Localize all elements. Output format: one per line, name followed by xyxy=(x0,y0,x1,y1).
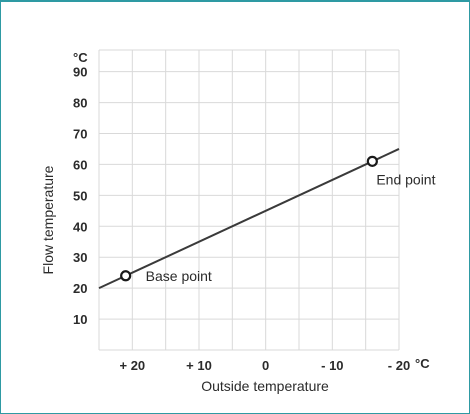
y-tick-label: 90 xyxy=(73,65,87,80)
x-tick-label: + 10 xyxy=(186,358,212,373)
y-axis-title: Flow temperature xyxy=(40,165,56,274)
y-tick-label: 30 xyxy=(73,250,87,265)
y-unit-label: °C xyxy=(73,50,88,65)
x-tick-label: 0 xyxy=(262,358,269,373)
y-tick-label: 20 xyxy=(73,281,87,296)
x-tick-label: - 20 xyxy=(388,358,410,373)
y-tick-label: 80 xyxy=(73,96,87,111)
base-point-marker xyxy=(120,270,132,282)
grid xyxy=(98,49,400,351)
end-point-marker xyxy=(366,155,378,167)
point-layer: Base point End point xyxy=(120,155,436,284)
base-point-label: Base point xyxy=(146,268,212,284)
series-layer xyxy=(98,148,400,290)
x-tick-label: + 20 xyxy=(119,358,145,373)
x-unit-label: °C xyxy=(415,356,430,371)
x-tick-label: - 10 xyxy=(321,358,343,373)
end-point-label: End point xyxy=(376,171,435,187)
y-tick-label: 70 xyxy=(73,127,87,142)
y-tick-label: 60 xyxy=(73,157,87,172)
tick-labels: 10 20 30 40 50 60 70 80 90 + 20 + 10 0 - 10 - 20 xyxy=(73,65,410,373)
y-tick-label: 40 xyxy=(73,219,87,234)
y-tick-label: 10 xyxy=(73,312,87,327)
heating-curve-line xyxy=(98,148,400,290)
y-tick-label: 50 xyxy=(73,188,87,203)
x-axis-title: Outside temperature xyxy=(201,378,329,394)
